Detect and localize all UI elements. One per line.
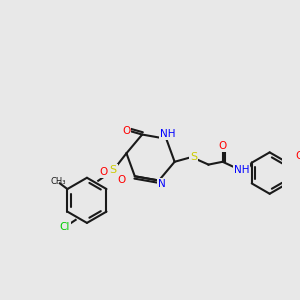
Text: O: O [218, 141, 227, 151]
Text: Cl: Cl [59, 222, 70, 233]
Text: NH: NH [234, 165, 249, 175]
Text: NH: NH [160, 129, 176, 139]
Text: O: O [122, 126, 130, 136]
Text: S: S [190, 152, 197, 162]
Text: O: O [100, 167, 108, 177]
Text: O: O [296, 151, 300, 161]
Text: N: N [158, 179, 166, 189]
Text: O: O [118, 175, 126, 184]
Text: S: S [110, 165, 117, 175]
Text: CH₃: CH₃ [50, 177, 66, 186]
